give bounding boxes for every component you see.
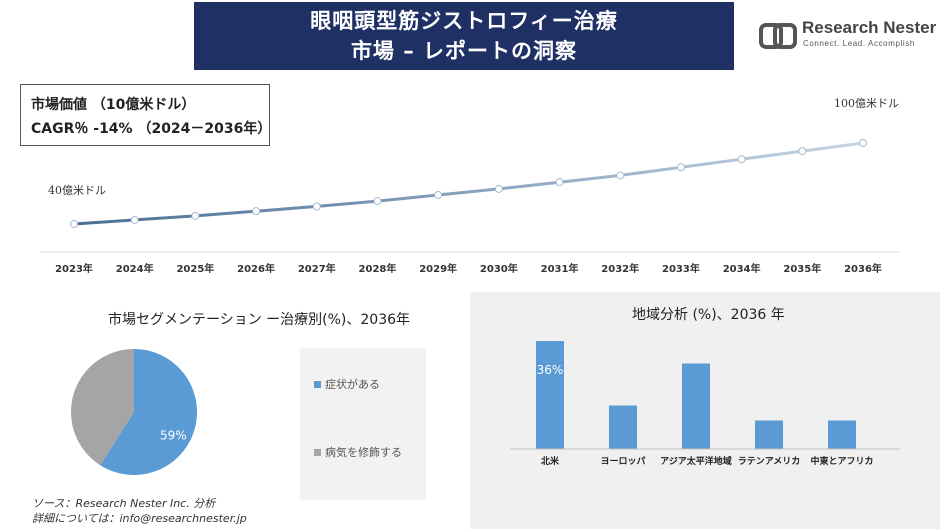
pie-legend: 症状がある 病気を修飾する	[300, 348, 426, 500]
source-note: ソース：Research Nester Inc. 分析 詳細については：info…	[32, 496, 247, 526]
logo-mark-icon	[759, 23, 797, 49]
bar	[536, 341, 564, 449]
bar-category-label: 中東とアフリカ	[810, 455, 873, 467]
legend-swatch-symptomatic	[314, 380, 321, 388]
legend-item-disease-modifying: 病気を修飾する	[314, 444, 402, 460]
regional-bar-chart: 36% 北米 ヨーロッパ アジア太平洋地域 ラテンアメリカ 中東とアフリカ	[510, 341, 900, 467]
x-tick-label: 2024年	[116, 262, 154, 275]
source-line-2: 詳細については：info@researchnester.jp	[32, 512, 247, 525]
bar-chart-title: 地域分析 (%)、2036 年	[632, 307, 785, 323]
legend-label-disease-modifying: 病気を修飾する	[325, 446, 402, 459]
x-tick-label: 2032年	[601, 262, 639, 275]
legend-item-symptomatic: 症状がある	[314, 376, 380, 392]
cagr-label: CAGR％ -14% （2024－2036年）	[31, 121, 272, 137]
treatment-segment-pie-chart: 59%	[70, 349, 197, 475]
x-tick-label: 2028年	[359, 262, 397, 275]
x-tick-label: 2023年	[55, 262, 93, 275]
market-info-box: 市場価値 （10億米ドル） CAGR％ -14% （2024－2036年）	[20, 84, 272, 146]
line-point	[494, 184, 503, 193]
line-point	[798, 147, 807, 156]
pie-data-label: 59%	[160, 429, 187, 443]
bar	[828, 420, 856, 449]
logo-tagline: Connect. Lead. Accomplish	[803, 39, 915, 48]
pie-slice	[70, 349, 134, 466]
x-tick-label: 2033年	[662, 262, 700, 275]
bar-data-label: 36%	[537, 363, 564, 377]
line-point	[676, 163, 685, 172]
x-tick-label: 2034年	[723, 262, 761, 275]
bar-category-label: 北米	[541, 455, 560, 467]
line-point	[191, 211, 200, 220]
x-tick-label: 2030年	[480, 262, 518, 275]
line-point	[373, 197, 382, 206]
bar-category-label: ラテンアメリカ	[738, 456, 801, 467]
market-growth-line-chart: 2023年 2024年 2025年 2026年 2027年 2028年 2029年 2030年…	[40, 97, 900, 275]
logo-name: Research Nester	[802, 18, 937, 37]
line-point	[252, 207, 261, 216]
x-tick-label: 2025年	[176, 262, 214, 275]
line-point	[737, 155, 746, 164]
legend-swatch-disease-modifying	[314, 448, 321, 456]
bar	[755, 420, 783, 449]
x-tick-label: 2031年	[541, 262, 579, 275]
line-point	[555, 178, 564, 187]
x-tick-label: 2036年	[844, 262, 882, 275]
report-title-banner: 眼咽頭型筋ジストロフィー治療 市場 – レポートの洞察	[194, 2, 734, 70]
bar-category-label: ヨーロッパ	[600, 455, 645, 467]
x-tick-label: 2029年	[419, 262, 457, 275]
line-point	[130, 215, 139, 224]
line-point	[859, 139, 867, 147]
bar-category-label: アジア太平洋地域	[660, 455, 732, 467]
source-line-1: ソース：Research Nester Inc. 分析	[32, 497, 216, 510]
market-value-label: 市場価値 （10億米ドル）	[31, 97, 196, 113]
title-line-2: 市場 – レポートの洞察	[350, 39, 578, 63]
legend-label-symptomatic: 症状がある	[325, 378, 380, 391]
title-line-1: 眼咽頭型筋ジストロフィー治療	[310, 9, 618, 33]
line-point	[312, 202, 321, 211]
bar	[609, 405, 637, 449]
x-tick-label: 2027年	[298, 262, 336, 275]
pie-slice	[100, 349, 197, 475]
line-point	[70, 220, 78, 228]
end-value-annotation: 100億米ドル	[834, 97, 899, 110]
growth-series-line	[73, 141, 864, 226]
bar	[682, 363, 710, 449]
start-value-annotation: 40億米ドル	[48, 184, 106, 197]
x-tick-label: 2035年	[783, 262, 821, 275]
research-nester-logo: Research Nester Connect. Lead. Accomplis…	[758, 16, 938, 56]
line-point	[434, 190, 443, 199]
line-point	[616, 171, 625, 180]
pie-chart-title: 市場セグメンテーション ー治療別(%)、2036年	[108, 312, 411, 328]
x-tick-label: 2026年	[237, 262, 275, 275]
